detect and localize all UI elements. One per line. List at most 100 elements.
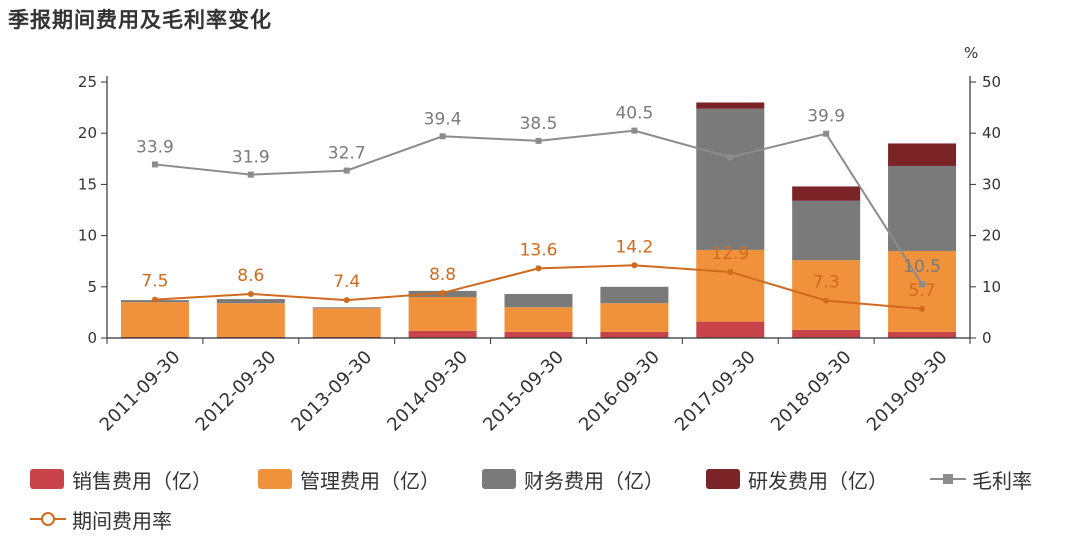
label-period-7: 7.3 bbox=[813, 273, 840, 293]
bar-finance-8 bbox=[888, 165, 957, 251]
left-tick-label-0: 0 bbox=[87, 329, 97, 347]
point-period-0 bbox=[151, 296, 158, 303]
point-period-4 bbox=[535, 265, 542, 272]
label-period-8: 5.7 bbox=[909, 281, 936, 301]
legend-item-rd[interactable]: 研发费用（亿） bbox=[706, 466, 888, 493]
legend-item-sales[interactable]: 销售费用（亿） bbox=[30, 466, 212, 493]
label-period-5: 14.2 bbox=[615, 237, 653, 257]
x-tick-label-6: 2017-09-30 bbox=[671, 347, 760, 436]
x-tick-label-8: 2019-09-30 bbox=[863, 347, 952, 436]
legend-label-period: 期间费用率 bbox=[72, 508, 172, 533]
legend-line-gross-icon bbox=[930, 469, 966, 489]
point-period-5 bbox=[631, 262, 638, 269]
point-period-2 bbox=[343, 297, 350, 304]
right-tick-label-1: 10 bbox=[982, 278, 1001, 296]
point-period-7 bbox=[823, 297, 830, 304]
label-period-2: 7.4 bbox=[333, 272, 360, 292]
bar-admin-0 bbox=[120, 302, 189, 337]
x-tick-label-2: 2013-09-30 bbox=[287, 347, 376, 436]
line-layer bbox=[151, 127, 926, 312]
legend-swatch-sales bbox=[30, 469, 64, 489]
legend-label-rd: 研发费用（亿） bbox=[748, 468, 888, 493]
legend-label-gross: 毛利率 bbox=[972, 468, 1032, 493]
bar-sales-5 bbox=[600, 331, 669, 338]
point-gross-3 bbox=[439, 133, 446, 140]
legend-swatch-admin bbox=[258, 469, 292, 489]
bar-rd-8 bbox=[888, 143, 957, 166]
bar-finance-4 bbox=[504, 293, 573, 308]
right-axis-unit: % bbox=[964, 44, 978, 62]
right-tick-label-5: 50 bbox=[982, 73, 1001, 91]
point-gross-1 bbox=[247, 171, 254, 178]
point-period-1 bbox=[247, 290, 254, 297]
bar-admin-2 bbox=[312, 308, 381, 337]
point-gross-7 bbox=[823, 130, 830, 137]
legend-label-finance: 财务费用（亿） bbox=[524, 468, 664, 493]
right-tick-label-2: 20 bbox=[982, 227, 1001, 245]
right-tick-label-3: 30 bbox=[982, 175, 1001, 193]
left-tick-label-2: 10 bbox=[78, 227, 97, 245]
point-gross-4 bbox=[535, 137, 542, 144]
bar-sales-4 bbox=[504, 331, 573, 338]
label-gross-1: 31.9 bbox=[232, 148, 270, 168]
bar-sales-6 bbox=[696, 321, 765, 338]
bar-finance-6 bbox=[696, 108, 765, 250]
x-tick-label-5: 2016-09-30 bbox=[575, 347, 664, 436]
x-tick-label-4: 2015-09-30 bbox=[479, 347, 568, 436]
bar-finance-5 bbox=[600, 286, 669, 304]
x-tick-label-0: 2011-09-30 bbox=[96, 347, 185, 436]
label-period-1: 8.6 bbox=[237, 266, 264, 286]
bar-admin-3 bbox=[408, 297, 477, 331]
right-tick-label-4: 40 bbox=[982, 124, 1001, 142]
label-gross-5: 40.5 bbox=[615, 104, 653, 124]
bar-finance-2 bbox=[312, 307, 381, 309]
legend-item-admin[interactable]: 管理费用（亿） bbox=[258, 466, 440, 493]
legend-item-period[interactable]: 期间费用率 bbox=[30, 506, 172, 533]
legend-item-finance[interactable]: 财务费用（亿） bbox=[482, 466, 664, 493]
bar-admin-7 bbox=[792, 260, 861, 330]
x-tick-label-3: 2014-09-30 bbox=[383, 347, 472, 436]
label-period-4: 13.6 bbox=[520, 240, 558, 260]
bar-finance-7 bbox=[792, 200, 861, 261]
label-period-0: 7.5 bbox=[141, 272, 168, 292]
bar-sales-3 bbox=[408, 330, 477, 338]
label-period-3: 8.8 bbox=[429, 265, 456, 285]
chart-plot: 0 5 10 15 20 25 0 10 20 30 40 50% 2011-09-30 2012-09-… bbox=[78, 44, 1001, 436]
left-tick-label-3: 15 bbox=[78, 175, 97, 193]
bar-rd-7 bbox=[792, 186, 861, 201]
bar-admin-6 bbox=[696, 249, 765, 322]
point-period-8 bbox=[919, 305, 926, 312]
label-gross-4: 38.5 bbox=[520, 114, 558, 134]
bar-sales-7 bbox=[792, 329, 861, 338]
point-gross-5 bbox=[631, 127, 638, 134]
legend-swatch-rd bbox=[706, 469, 740, 489]
label-gross-3: 39.4 bbox=[424, 109, 462, 129]
point-gross-8 bbox=[919, 281, 926, 288]
label-gross-7: 39.9 bbox=[807, 107, 845, 127]
left-tick-label-4: 20 bbox=[78, 124, 97, 142]
bar-admin-1 bbox=[216, 303, 285, 337]
point-gross-0 bbox=[151, 161, 158, 168]
legend-label-admin: 管理费用（亿） bbox=[300, 468, 440, 493]
point-gross-6 bbox=[727, 154, 734, 161]
point-period-6 bbox=[727, 268, 734, 275]
legend-line-period-icon bbox=[30, 509, 66, 529]
legend-label-sales: 销售费用（亿） bbox=[72, 468, 212, 493]
chart-title: 季报期间费用及毛利率变化 bbox=[8, 8, 272, 32]
bar-sales-8 bbox=[888, 331, 957, 338]
label-period-6: 12.9 bbox=[711, 244, 749, 264]
legend-item-gross[interactable]: 毛利率 bbox=[930, 466, 1032, 493]
right-tick-label-0: 0 bbox=[982, 329, 992, 347]
label-gross-8: 10.5 bbox=[903, 257, 941, 277]
bar-admin-5 bbox=[600, 303, 669, 332]
left-tick-label-5: 25 bbox=[78, 73, 97, 91]
label-gross-0: 33.9 bbox=[136, 137, 174, 157]
point-period-3 bbox=[439, 289, 446, 296]
left-tick-label-1: 5 bbox=[87, 278, 97, 296]
bar-admin-4 bbox=[504, 307, 573, 332]
data-label-layer: 33.9 31.9 32.7 39.4 38.5 40.5 39.9 10.5 7.5 8.6 7.… bbox=[136, 104, 941, 301]
bar-rd-6 bbox=[696, 102, 765, 109]
legend-swatch-finance bbox=[482, 469, 516, 489]
bar-admin-8 bbox=[888, 250, 957, 332]
bar-layer bbox=[120, 102, 957, 338]
